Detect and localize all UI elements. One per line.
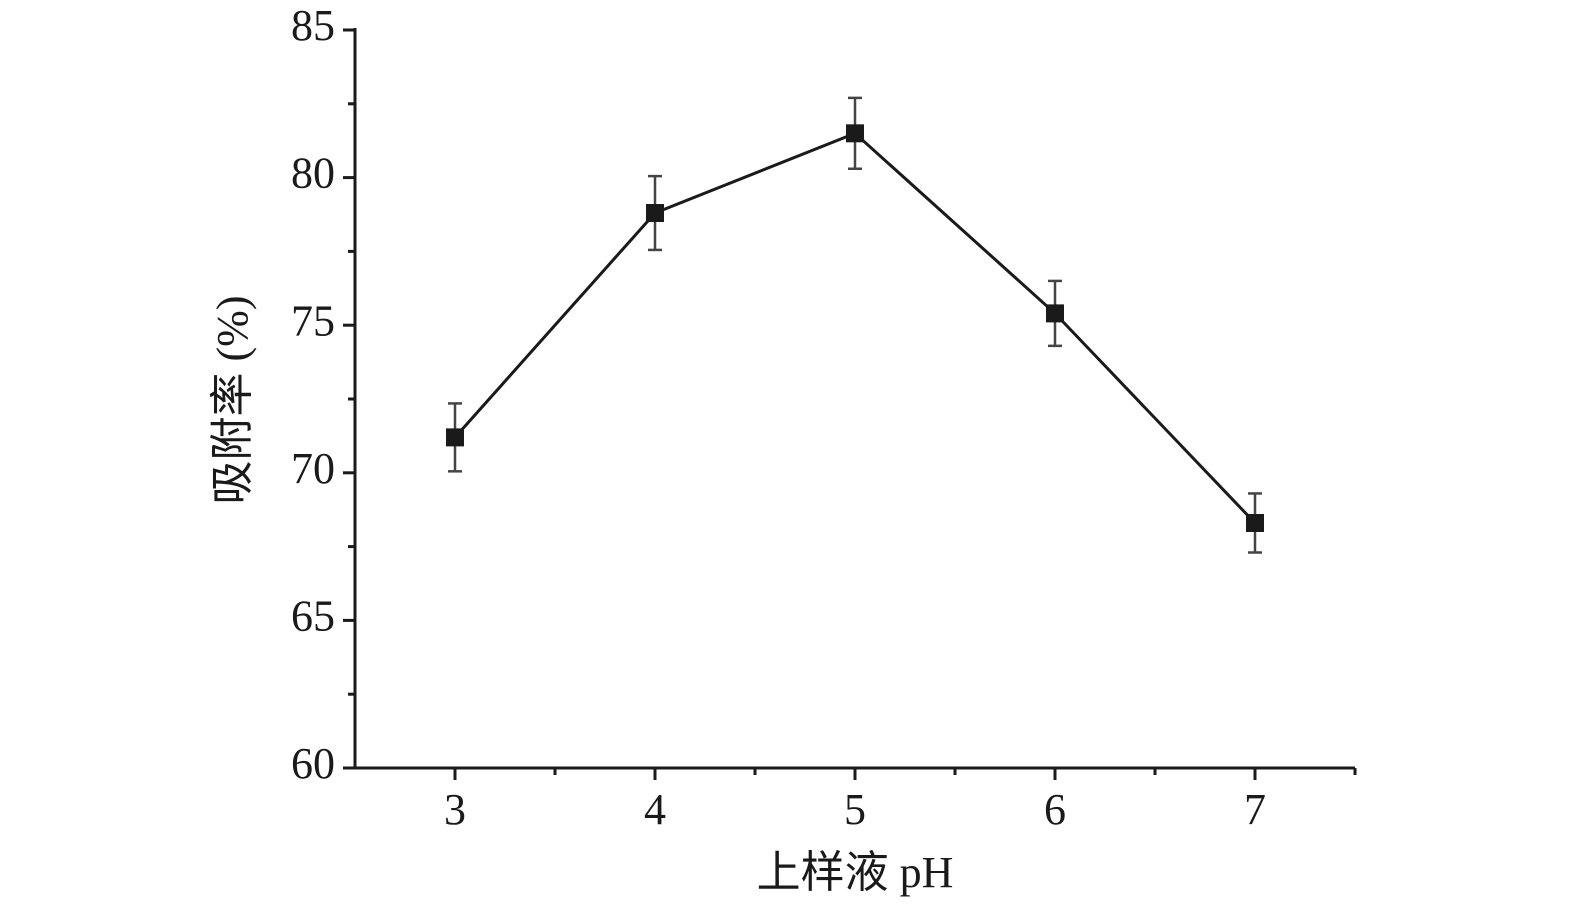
marker (646, 204, 664, 223)
x-tick-label: 4 (644, 785, 666, 834)
x-tick-label: 3 (444, 785, 466, 834)
x-axis-label: 上样液 pH (757, 848, 954, 897)
y-tick-label: 70 (291, 444, 335, 493)
y-tick-label: 65 (291, 591, 335, 640)
y-tick-label: 80 (291, 149, 335, 198)
marker (1246, 513, 1264, 532)
data-line (453, 131, 1257, 525)
y-tick-label: 75 (291, 296, 335, 345)
x-tick-label: 5 (844, 785, 866, 834)
marker (1046, 304, 1064, 323)
x-tick-label: 7 (1244, 785, 1266, 834)
y-tick-label: 85 (291, 1, 335, 50)
x-tick-label: 6 (1044, 785, 1066, 834)
y-axis-label: 吸附率 (%) (208, 296, 257, 505)
marker (446, 428, 464, 447)
marker (846, 124, 864, 143)
y-tick-label: 60 (291, 739, 335, 788)
